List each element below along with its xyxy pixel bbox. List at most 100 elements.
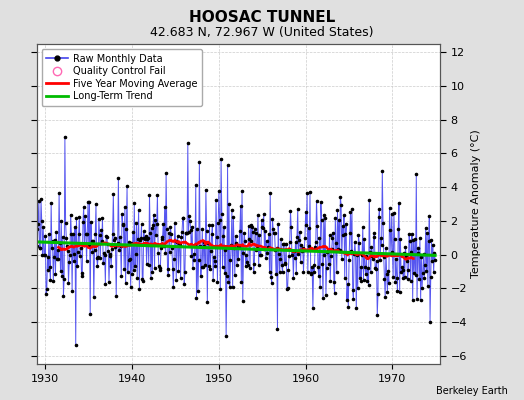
Point xyxy=(224,279,233,285)
Point xyxy=(223,162,232,168)
Point xyxy=(232,240,241,246)
Point xyxy=(63,248,72,254)
Point xyxy=(145,192,154,199)
Point xyxy=(250,261,258,268)
Point xyxy=(316,199,325,205)
Point xyxy=(392,274,401,281)
Point xyxy=(196,273,205,280)
Point xyxy=(413,250,422,257)
Point xyxy=(307,271,315,277)
Point xyxy=(288,248,297,254)
Point xyxy=(237,279,246,285)
Point xyxy=(94,254,102,261)
Point xyxy=(267,274,275,280)
Point xyxy=(221,247,230,253)
Point xyxy=(67,231,75,237)
Point xyxy=(337,202,345,208)
Point xyxy=(183,140,192,146)
Point xyxy=(335,217,343,224)
Point xyxy=(105,279,113,286)
Point xyxy=(290,248,298,254)
Point xyxy=(311,244,319,250)
Point xyxy=(266,190,275,197)
Point xyxy=(41,232,50,239)
Point xyxy=(152,221,161,227)
Point xyxy=(192,182,200,188)
Point xyxy=(154,250,162,256)
Point xyxy=(151,217,159,223)
Point xyxy=(193,226,201,232)
Point xyxy=(386,227,395,233)
Point xyxy=(35,198,43,204)
Point xyxy=(90,246,99,253)
Point xyxy=(413,296,421,302)
Point xyxy=(157,245,165,251)
Point xyxy=(275,251,283,257)
Point xyxy=(124,257,133,264)
Point xyxy=(114,240,122,246)
Point xyxy=(390,236,399,243)
Point xyxy=(189,250,198,257)
Point xyxy=(69,250,78,257)
Point xyxy=(231,272,239,278)
Point xyxy=(314,264,322,270)
Point xyxy=(101,280,110,287)
Point xyxy=(47,200,56,206)
Point xyxy=(249,268,258,275)
Point xyxy=(187,226,195,233)
Point xyxy=(202,187,210,193)
Point xyxy=(242,262,250,269)
Point xyxy=(116,242,125,249)
Point xyxy=(360,236,368,242)
Point xyxy=(351,239,359,246)
Point xyxy=(272,271,280,277)
Point xyxy=(228,284,237,290)
Point xyxy=(320,252,329,258)
Point xyxy=(427,236,435,243)
Point xyxy=(343,296,351,303)
Point xyxy=(121,204,129,210)
Point xyxy=(220,224,228,230)
Point xyxy=(176,242,184,248)
Point xyxy=(210,258,219,264)
Point xyxy=(255,262,263,268)
Point xyxy=(257,252,265,258)
Point xyxy=(331,214,340,221)
Point xyxy=(307,270,315,276)
Point xyxy=(361,264,369,270)
Point xyxy=(44,266,52,273)
Point xyxy=(253,243,261,249)
Point xyxy=(375,206,384,212)
Point xyxy=(415,276,423,282)
Point xyxy=(194,288,202,294)
Point xyxy=(77,245,85,252)
Point xyxy=(425,213,433,220)
Point xyxy=(385,205,394,212)
Point xyxy=(82,258,91,264)
Point xyxy=(323,248,332,255)
Point xyxy=(177,234,185,240)
Point xyxy=(159,221,167,227)
Point xyxy=(204,240,212,246)
Point xyxy=(324,247,332,254)
Point xyxy=(66,252,74,259)
Point xyxy=(387,251,395,257)
Point xyxy=(255,232,264,238)
Point xyxy=(235,242,243,249)
Point xyxy=(403,258,411,264)
Point xyxy=(165,230,173,236)
Point xyxy=(403,276,412,282)
Point xyxy=(373,258,381,264)
Point xyxy=(367,269,375,275)
Point xyxy=(409,296,417,303)
Point xyxy=(166,224,174,230)
Point xyxy=(117,273,125,280)
Point xyxy=(368,253,376,260)
Point xyxy=(155,263,163,270)
Point xyxy=(422,268,431,274)
Point xyxy=(281,260,290,266)
Point xyxy=(198,264,206,270)
Point xyxy=(310,262,318,269)
Point xyxy=(377,242,386,248)
Point xyxy=(114,175,123,182)
